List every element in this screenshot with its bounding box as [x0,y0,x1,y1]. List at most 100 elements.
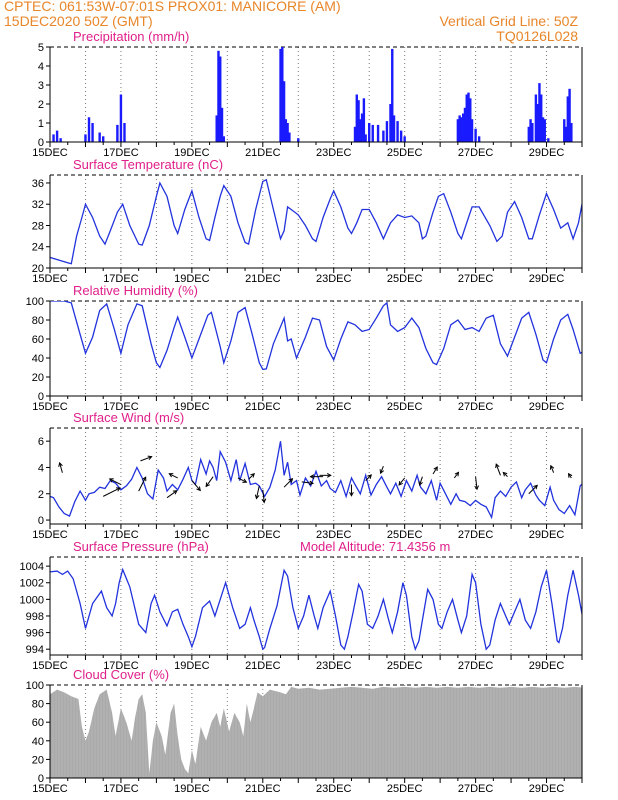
y-tick-label: 3 [38,80,44,92]
wind-arrow-head [115,487,121,492]
x-tick-label: 21DEC [245,529,281,541]
x-tick-label: 29DEC [529,529,565,541]
panel-title: Cloud Cover (%) [73,667,169,682]
station-info: CPTEC: 061:53W-07:01S PROX01: MANICORE (… [4,0,341,14]
wind-arrow [237,477,247,483]
y-tick-label: 994 [26,644,44,656]
cloud-area [50,686,582,778]
x-tick-label: 15DEC [32,147,68,159]
x-tick-label: 17DEC [103,147,139,159]
y-tick-label: 0 [38,391,44,403]
y-tick-label: 996 [26,628,44,640]
series-line [50,567,582,652]
precip-bar [217,50,220,142]
precip-bar [564,126,568,142]
wind-arrow-head [599,493,603,497]
series-line [50,441,582,520]
wind-arrow [102,487,121,497]
y-tick-label: 32 [32,199,44,211]
x-tick-label: 21DEC [245,401,281,413]
wind-arrow-head [142,476,147,482]
precip-bar [91,123,94,142]
x-tick-label: 19DEC [174,273,210,285]
x-tick-label: 19DEC [174,660,210,672]
panel-title: Surface Pressure (hPa) [73,539,209,554]
precip-bar [87,117,91,142]
y-tick-label: 2 [38,99,44,111]
y-tick-label: 6 [38,436,44,448]
y-tick-label: 60 [32,717,44,729]
y-tick-label: 1004 [20,561,44,573]
precip-bar [458,115,461,142]
wind-arrow [191,480,201,491]
wind-arrow-head [168,473,174,478]
wind-arrow [398,477,406,486]
grid-line-info: Vertical Grid Line: 50Z [439,13,578,29]
wind-arrow-head [533,484,538,490]
precip-bar [460,117,463,142]
precip-bar [360,113,364,142]
x-tick-label: 27DEC [458,147,494,159]
wind-arrow [475,476,478,490]
precip-bar [538,83,541,142]
y-tick-label: 1000 [20,594,44,606]
x-tick-label: 23DEC [316,147,352,159]
wind-arrow-head [242,478,248,483]
wind-arrow-head [196,486,201,492]
precip-bar [391,48,394,142]
wind-arrow-head [495,463,500,469]
y-tick-label: 80 [32,315,44,327]
precip-bar [215,115,218,142]
wind-arrow-head [379,469,384,475]
precip-bar [534,94,538,142]
x-tick-label: 17DEC [103,660,139,672]
x-tick-label: 29DEC [529,401,565,413]
y-tick-label: 20 [32,372,44,384]
wind-arrow-head [288,478,294,483]
precip-bar [282,81,286,142]
wind-arrow-head [418,481,423,487]
precip-bar [474,128,477,142]
precip-bar [284,119,288,142]
precip-bar [55,130,59,142]
x-tick-label: 23DEC [316,783,352,795]
precip-bar [465,94,468,142]
series-3 [50,301,582,371]
x-tick-label: 25DEC [387,660,423,672]
x-tick-label: 15DEC [32,529,68,541]
x-tick-label: 25DEC [387,401,423,413]
y-tick-label: 28 [32,220,44,232]
precip-bar [364,134,367,142]
precip-bar [570,123,573,142]
wind-arrow [283,478,293,488]
precip-bar [461,113,465,142]
y-tick-label: 1002 [20,578,44,590]
precip-bar [396,121,399,142]
precip-bar [371,124,374,142]
precip-bar [297,138,300,142]
x-tick-label: 23DEC [316,273,352,285]
y-tick-label: 1 [38,118,44,130]
y-tick-label: 20 [32,754,44,766]
wind-arrow-head [367,474,372,479]
y-tick-label: 0 [38,773,44,785]
precip-bar [116,124,119,142]
y-tick-label: 36 [32,178,44,190]
precip-bar [541,117,545,142]
x-tick-label: 25DEC [387,783,423,795]
wind-arrow-head [108,478,114,483]
panel-1: 0 1 2 3 4 5 15DEC 17DEC 19DEC 21DEC 23DEC 25DEC 27DE… [32,29,583,159]
model-altitude: Model Altitude: 71.4356 m [300,539,450,554]
panel-4: 0 2 4 6 15DEC 17DEC 19DEC 21DEC 23DEC 25DEC 27DEC 2… [32,410,603,541]
y-tick-label: 5 [38,42,44,54]
x-tick-label: 15DEC [32,273,68,285]
y-tick-label: 998 [26,611,44,623]
model-id: TQ0126L028 [496,28,578,44]
wind-arrow [550,465,555,473]
x-tick-label: 27DEC [458,783,494,795]
series-5 [50,567,582,652]
panel-title: Surface Temperature (nC) [73,157,223,172]
wind-arrow-head [502,471,508,477]
y-tick-label: 4 [38,462,44,474]
wind-arrow-head [254,494,260,500]
